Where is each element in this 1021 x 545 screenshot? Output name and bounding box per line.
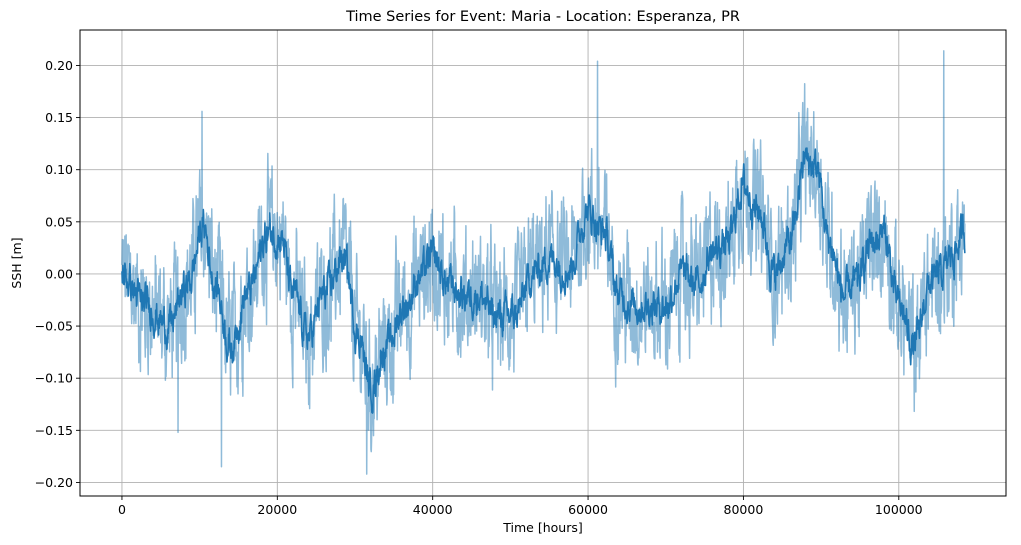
- y-tick-label: −0.15: [35, 423, 73, 438]
- y-axis: −0.20 −0.15 −0.10 −0.05 0.00 0.05 0.10 0.15 0.20: [35, 58, 80, 490]
- smoothed-series-line: [121, 147, 966, 414]
- y-tick-label: 0.10: [45, 162, 73, 177]
- y-tick-label: −0.20: [35, 475, 73, 490]
- y-tick-label: 0.05: [45, 214, 73, 229]
- y-tick-label: 0.15: [45, 110, 73, 125]
- y-tick-label: −0.10: [35, 371, 73, 386]
- x-tick-label: 60000: [568, 502, 608, 517]
- x-tick-label: 80000: [724, 502, 764, 517]
- chart-title: Time Series for Event: Maria - Location:…: [345, 9, 740, 25]
- y-tick-label: 0.20: [45, 58, 73, 73]
- y-tick-label: 0.00: [45, 266, 73, 281]
- x-tick-label: 40000: [413, 502, 453, 517]
- y-axis-title: SSH [m]: [9, 237, 24, 288]
- x-tick-label: 100000: [875, 502, 923, 517]
- x-tick-label: 0: [118, 502, 126, 517]
- x-axis: 0 20000 40000 60000 80000 100000: [118, 496, 923, 517]
- x-tick-label: 20000: [257, 502, 297, 517]
- x-axis-title: Time [hours]: [502, 520, 582, 535]
- series-layer: [121, 50, 966, 475]
- plot-frame: [79, 29, 1007, 497]
- y-tick-label: −0.05: [35, 319, 73, 334]
